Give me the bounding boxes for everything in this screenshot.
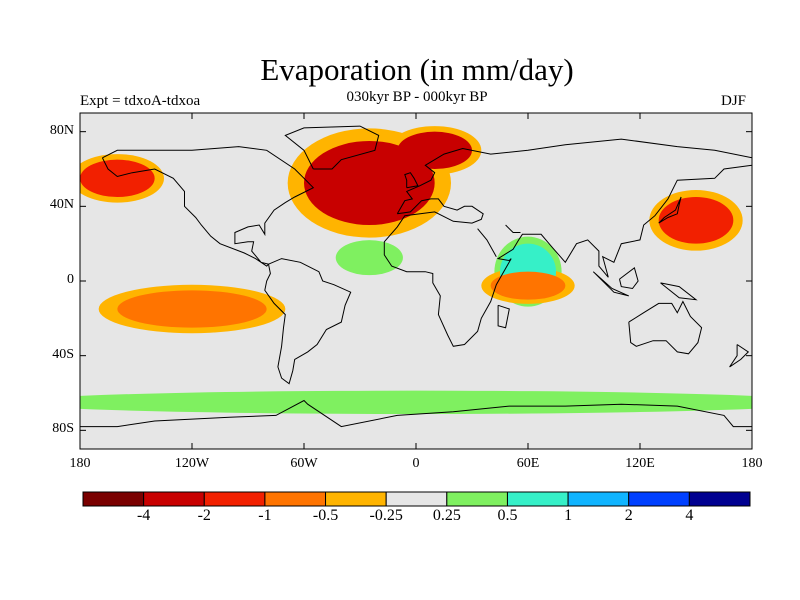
colorbar-swatch: [143, 491, 205, 507]
colorbar-swatch: [264, 491, 327, 507]
colorbar-swatch: [385, 491, 448, 507]
colorbar-tick-label: 2: [624, 507, 633, 524]
colorbar-swatch: [506, 491, 569, 507]
colorbar-swatch: [446, 491, 508, 507]
colorbar-swatch: [628, 491, 690, 507]
lon-tick-label: 0: [412, 456, 420, 471]
anomaly-region: [80, 393, 752, 412]
season-label: DJF: [721, 93, 747, 109]
chart-subtitle: 030kyr BP - 000kyr BP: [346, 89, 488, 105]
lat-tick-label: 0: [67, 272, 74, 287]
experiment-label: Expt = tdxoA-tdxoa: [80, 93, 201, 109]
lon-tick-label: 120E: [625, 456, 655, 471]
lat-tick-label: 40N: [49, 197, 74, 213]
lon-tick-label: 60E: [516, 456, 540, 471]
lat-tick-label: 80S: [52, 421, 74, 437]
coastline: [80, 399, 752, 428]
colorbar-swatch: [325, 491, 387, 507]
lat-tick-label: 40S: [52, 346, 74, 362]
lon-tick-label: 120W: [174, 456, 210, 471]
colorbar-swatch: [567, 491, 630, 507]
coastline: [628, 300, 703, 355]
colorbar-swatch: [82, 491, 145, 507]
lon-tick-label: 60W: [290, 456, 318, 471]
colorbar-tick-label: -1: [258, 507, 272, 524]
coastline: [505, 224, 521, 233]
coastline: [477, 228, 497, 257]
coastline: [264, 258, 352, 385]
lon-tick-label: 180: [69, 456, 91, 471]
colorbar-tick-label: -4: [136, 507, 151, 524]
colorbar-swatch: [203, 491, 266, 507]
colorbar-tick-label: 1: [564, 507, 573, 524]
coastline: [660, 282, 698, 301]
anomaly-region: [658, 197, 734, 244]
anomaly-region: [490, 271, 566, 300]
lon-tick-label: 180: [741, 456, 763, 471]
colorbar-tick-label: -0.25: [369, 507, 403, 524]
axis-ticks: [79, 113, 753, 449]
anomaly-region: [117, 290, 267, 328]
colorbar-tick-label: 4: [685, 507, 694, 524]
lat-tick-label: 80N: [49, 122, 74, 138]
anomaly-region: [397, 131, 472, 169]
coastline: [383, 138, 752, 347]
coastline: [729, 344, 750, 368]
coastline: [658, 196, 682, 224]
colorbar-tick-label: 0.5: [497, 507, 518, 524]
anomaly-region: [80, 159, 155, 197]
coastline: [404, 172, 419, 189]
colorbar-tick-label: -2: [197, 507, 211, 524]
coastline: [497, 304, 510, 329]
anomaly-region: [304, 141, 435, 225]
anomaly-field: [80, 126, 752, 414]
coastlines: [80, 125, 752, 428]
coastline: [284, 125, 380, 170]
anomaly-region: [341, 243, 398, 272]
colorbar-tick-label: -0.5: [312, 507, 339, 524]
colorbar-swatch: [688, 491, 751, 507]
chart-title: Evaporation (in mm/day): [260, 52, 574, 87]
colorbar-tick-label: 0.25: [432, 507, 461, 524]
coastline: [592, 271, 630, 297]
coastline: [619, 267, 639, 290]
coastline: [101, 146, 315, 267]
